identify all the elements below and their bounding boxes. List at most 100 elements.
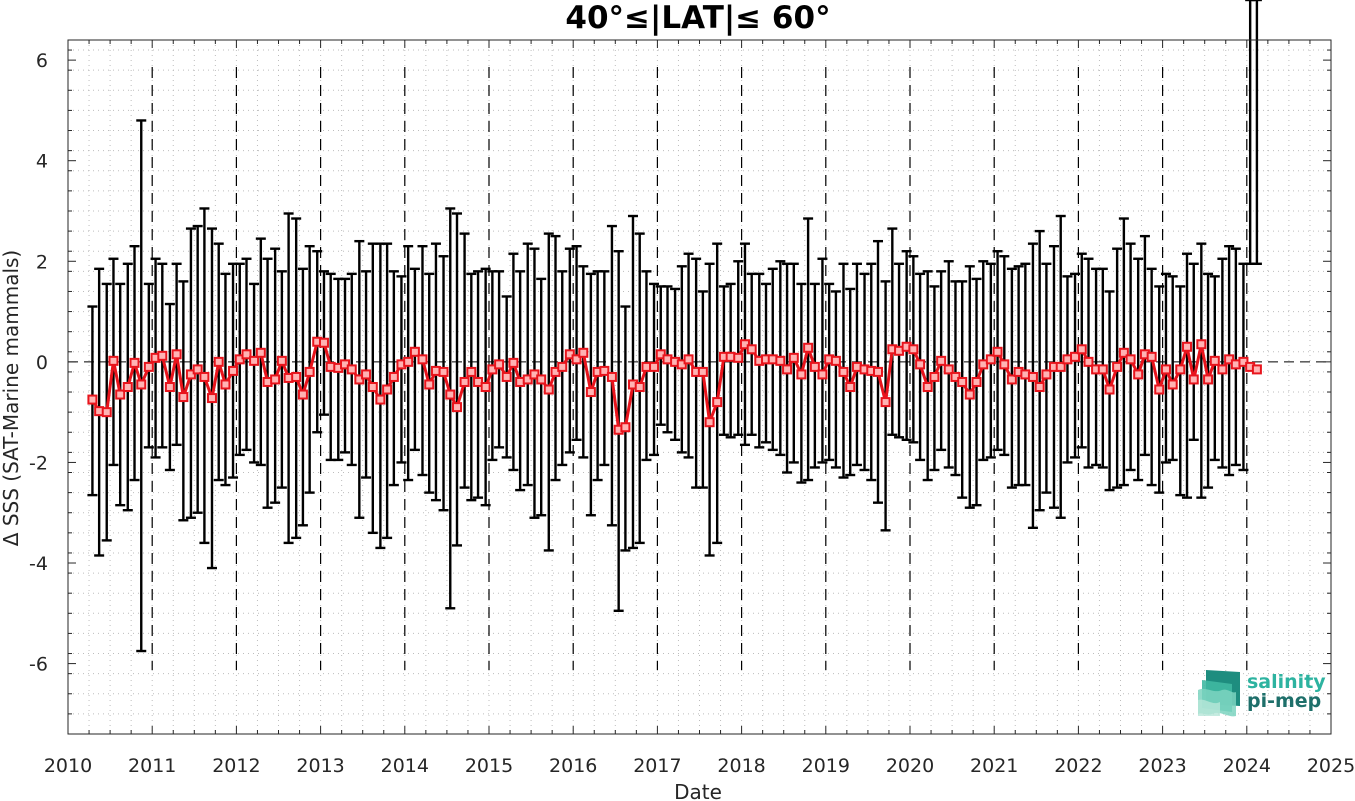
data-point-marker — [564, 349, 575, 360]
data-point-marker — [417, 354, 428, 365]
data-point-marker — [1196, 339, 1207, 350]
data-point-marker — [1224, 354, 1235, 365]
y-tick-labels: 6 4 2 0 -2 -4 -6 — [29, 50, 48, 675]
data-point-marker — [241, 349, 252, 360]
data-point-marker — [585, 387, 596, 398]
data-point-marker — [922, 382, 933, 392]
data-point-marker — [1160, 364, 1171, 375]
y-tick-label: -4 — [29, 553, 48, 575]
x-tick-label: 2023 — [1138, 755, 1186, 777]
x-tick-label: 2016 — [549, 755, 597, 777]
data-point-marker — [1112, 361, 1123, 372]
data-point-marker — [487, 364, 498, 375]
data-point-marker — [522, 374, 533, 385]
data-point-marker — [346, 364, 357, 375]
data-point-marker — [249, 355, 260, 366]
data-point-marker — [936, 355, 947, 366]
axis-ticks — [67, 40, 1332, 734]
x-tick-label: 2025 — [1307, 755, 1355, 777]
data-point-marker — [276, 355, 287, 366]
data-point-marker — [136, 379, 147, 390]
data-point-marker — [1154, 384, 1165, 395]
data-point-marker — [228, 365, 239, 376]
data-point-marker — [1104, 384, 1115, 395]
data-point-marker — [1041, 369, 1052, 380]
x-tick-label: 2012 — [212, 755, 260, 777]
data-point-marker — [845, 382, 856, 392]
data-point-marker — [529, 369, 540, 380]
data-point-marker — [270, 374, 281, 385]
y-tick-label: -2 — [29, 452, 48, 474]
x-tick-label: 2017 — [633, 755, 681, 777]
data-point-marker — [915, 359, 926, 370]
data-point-marker — [213, 356, 224, 367]
data-point-marker — [1034, 382, 1045, 392]
data-point-marker — [297, 389, 308, 400]
data-point-marker — [606, 371, 617, 382]
data-point-marker — [550, 366, 561, 377]
data-point-marker — [101, 407, 112, 418]
data-point-marker — [873, 366, 884, 377]
data-point-marker — [634, 382, 645, 392]
x-tick-label: 2020 — [886, 755, 934, 777]
data-point-marker — [599, 365, 610, 376]
data-point-marker — [739, 339, 750, 350]
x-tick-label: 2018 — [717, 755, 765, 777]
data-point-marker — [459, 376, 470, 387]
data-point-marker — [129, 357, 140, 368]
data-point-marker — [775, 355, 786, 366]
data-point-marker — [796, 369, 807, 380]
data-point-marker — [143, 361, 154, 372]
y-tick-label: 4 — [36, 151, 48, 173]
data-point-marker — [649, 361, 660, 372]
data-point-marker — [1070, 351, 1081, 362]
data-point-marker — [929, 371, 940, 382]
chart-title: 40°≤|LAT|≤ 60° — [565, 0, 830, 36]
data-point-marker — [382, 384, 393, 395]
data-point-marker — [1133, 369, 1144, 380]
data-point-marker — [978, 359, 989, 370]
y-tick-label: 0 — [36, 352, 48, 374]
data-point-marker — [788, 352, 799, 363]
data-point-marker — [304, 366, 315, 377]
data-point-marker — [543, 384, 554, 395]
data-point-marker — [697, 366, 708, 377]
data-point-marker — [1097, 364, 1108, 375]
y-axis-label: Δ SSS (SAT-Marine mammals) — [0, 250, 23, 546]
data-point-marker — [192, 364, 203, 375]
y-tick-label: 2 — [36, 251, 48, 273]
y-tick-label: -6 — [29, 654, 48, 676]
data-point-marker — [199, 371, 210, 382]
data-point-marker — [1083, 356, 1094, 367]
data-point-marker — [115, 389, 126, 400]
data-point-marker — [880, 397, 891, 408]
data-point-marker — [943, 364, 954, 375]
data-point-marker — [999, 359, 1010, 370]
data-point-marker — [178, 392, 189, 403]
data-point-marker — [1251, 364, 1262, 375]
data-point-marker — [340, 359, 351, 370]
data-point-marker — [1175, 364, 1186, 375]
data-point-marker — [291, 371, 302, 382]
data-point-marker — [782, 364, 793, 375]
x-tick-label: 2014 — [381, 755, 429, 777]
logo-text-pimep: pi-mep — [1247, 690, 1321, 712]
data-point-marker — [1027, 371, 1038, 382]
data-point-marker — [1055, 361, 1066, 372]
x-tick-label: 2021 — [970, 755, 1018, 777]
data-point-marker — [1167, 379, 1178, 390]
data-point-marker — [817, 369, 828, 380]
x-tick-label: 2011 — [128, 755, 176, 777]
data-point-marker — [1076, 344, 1087, 355]
data-point-marker — [185, 369, 196, 380]
data-point-marker — [473, 376, 484, 387]
data-point-marker — [830, 355, 841, 366]
data-point-marker — [409, 346, 420, 357]
data-point-marker — [746, 344, 757, 355]
data-point-marker — [375, 394, 386, 405]
markers — [87, 336, 1262, 435]
data-point-marker — [655, 349, 666, 360]
data-point-marker — [452, 402, 463, 413]
x-tick-label: 2010 — [44, 755, 92, 777]
